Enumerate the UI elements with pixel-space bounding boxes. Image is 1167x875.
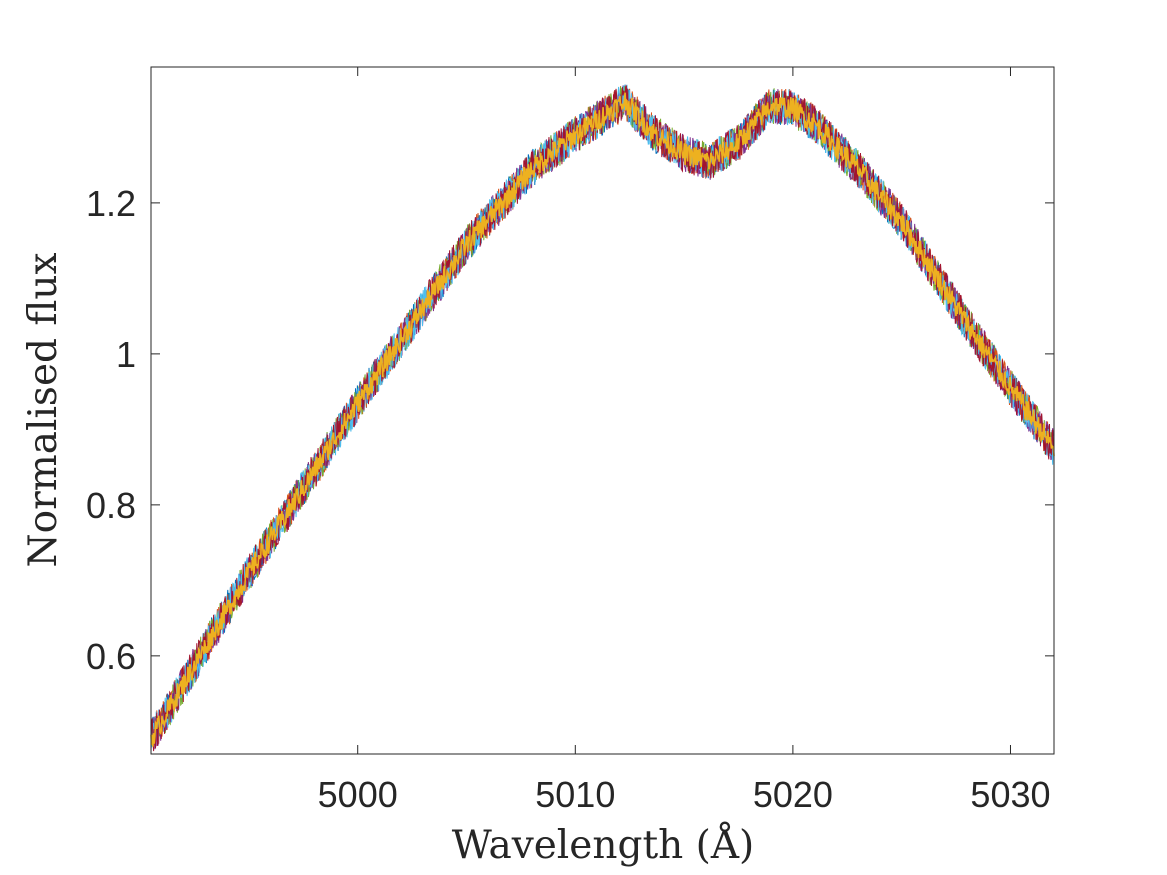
plot-area-frame (150, 66, 1055, 755)
tick-layer: 5000 5010 5020 5030 0.6 0.8 1 1.2 (86, 67, 1054, 815)
y-tick-label: 1 (116, 334, 136, 375)
spectrum-series-7 (150, 92, 1055, 747)
x-tick-label: 5030 (970, 774, 1050, 815)
y-tick-label: 1.2 (86, 183, 136, 224)
x-axis-label: Wavelength (Å) (452, 821, 754, 868)
x-tick-label: 5020 (753, 774, 833, 815)
y-tick-label: 0.8 (86, 485, 136, 526)
series-layer (150, 84, 1055, 753)
spectrum-series-6 (150, 84, 1055, 752)
y-tick-label: 0.6 (86, 636, 136, 677)
plot-area-background (151, 67, 1054, 754)
y-axis-label: Normalised flux (21, 252, 66, 567)
x-tick-label: 5000 (318, 774, 398, 815)
x-tick-label: 5010 (535, 774, 615, 815)
